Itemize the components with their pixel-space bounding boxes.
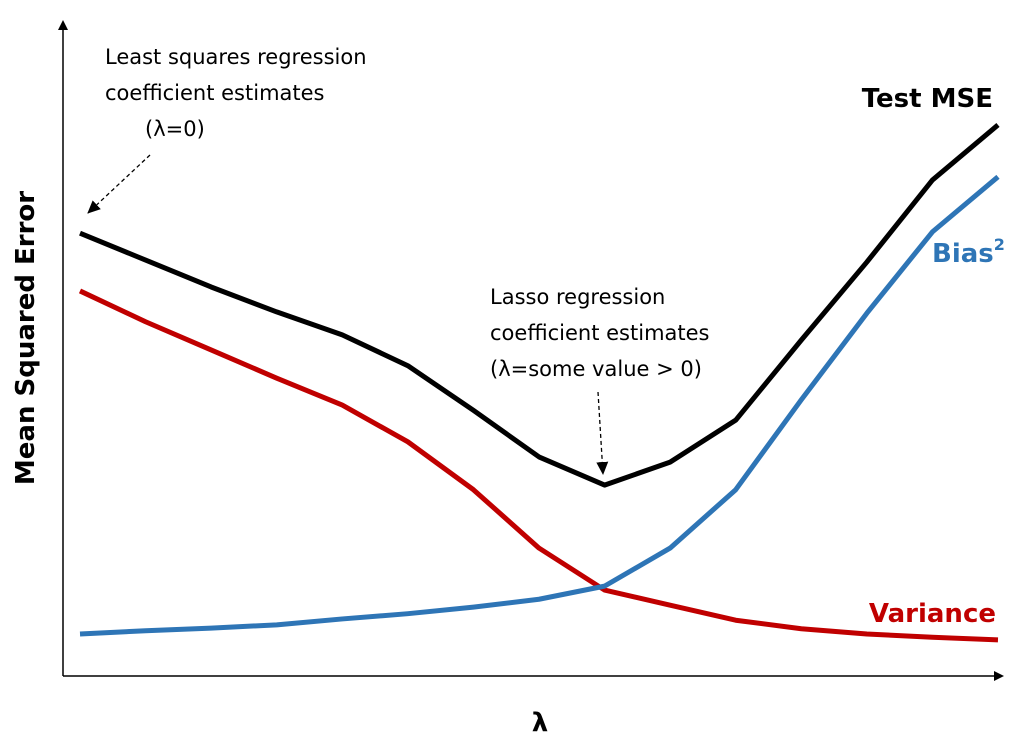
annotation-lasso: Lasso regression coefficient estimates (… (490, 285, 710, 381)
annotation-least-squares: Least squares regression coefficient est… (105, 45, 367, 141)
legend-variance: Variance (869, 599, 996, 629)
series-line-variance (78, 288, 999, 643)
annotation-line: Lasso regression (490, 285, 665, 309)
bias-label: Bias (932, 239, 994, 269)
annotation-line: (λ=0) (145, 117, 205, 141)
bias-superscript: 2 (994, 235, 1005, 254)
legend-bias-squared: Bias2 (932, 235, 1005, 269)
annotation-arrow-lasso (596, 391, 609, 475)
annotation-line: coefficient estimates (105, 81, 325, 105)
series-line-bias (79, 174, 1000, 637)
annotation-line: Least squares regression (105, 45, 367, 69)
y-axis-label: Mean Squared Error (11, 191, 41, 485)
x-axis-label: λ (532, 708, 548, 738)
annotation-line: (λ=some value > 0) (490, 357, 702, 381)
annotation-arrow-least-squares (87, 154, 151, 214)
legend-test-mse: Test MSE (862, 84, 993, 114)
annotation-line: coefficient estimates (490, 321, 710, 345)
series-line-test-mse (79, 123, 1000, 488)
